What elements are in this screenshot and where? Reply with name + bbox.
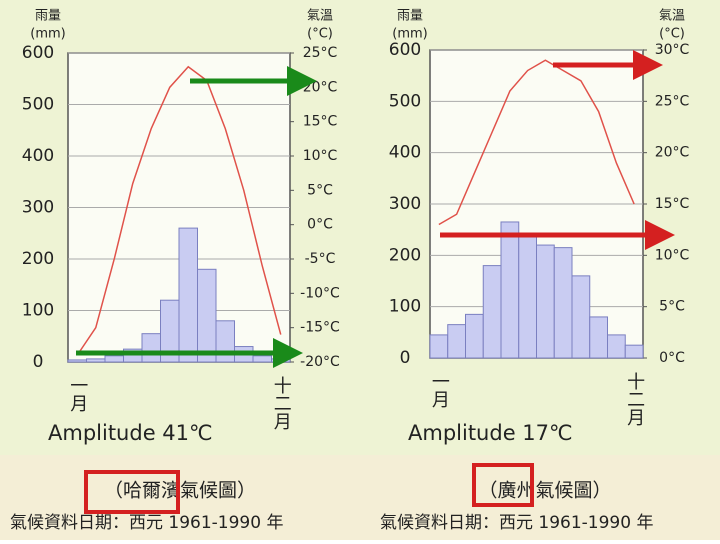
charts: 0 100 200 300 400 500 600 -20°C -15°C -10°C -5°C 0°… xyxy=(10,9,690,534)
y2-tick-label: -15°C xyxy=(300,320,340,336)
bar xyxy=(178,227,198,363)
y2-tick-label: 0°C xyxy=(659,350,685,366)
y-axis-title: (mm) xyxy=(392,27,427,42)
x-tick-label: 一月 xyxy=(67,376,88,412)
highlight-box xyxy=(84,470,180,514)
bar xyxy=(589,316,608,359)
x-tick-label: 一月 xyxy=(429,372,450,408)
y-tick-label: 200 xyxy=(389,245,421,265)
bar xyxy=(624,344,644,359)
chart: 0 100 200 300 400 500 600 -20°C -15°C -10°C -5°C 0°… xyxy=(10,9,340,534)
annotations xyxy=(76,50,675,514)
bar xyxy=(447,324,466,359)
y-tick-label: 500 xyxy=(22,95,54,115)
y2-axis-title: (°C) xyxy=(659,27,685,42)
y2-tick-label: 10°C xyxy=(303,148,338,164)
note: 氣候資料日期：西元 1961-1990 年 xyxy=(10,513,283,533)
bar xyxy=(271,358,291,363)
bar xyxy=(67,359,87,363)
y-axis-title: 雨量 xyxy=(35,9,61,24)
chart-title: （廣州氣候圖） xyxy=(478,480,611,502)
y-tick-label: 600 xyxy=(389,40,421,60)
y2-tick-label: 5°C xyxy=(307,182,333,198)
bar xyxy=(141,333,161,363)
y2-axis-title: 氣溫 xyxy=(659,9,685,24)
y-tick-label: 500 xyxy=(389,91,421,111)
y2-tick-label: 20°C xyxy=(655,145,690,161)
bar xyxy=(500,221,520,359)
annotation: Amplitude 17℃ xyxy=(408,421,573,445)
bar xyxy=(482,265,502,359)
y2-tick-label: 10°C xyxy=(655,247,690,263)
y2-tick-label: 15°C xyxy=(303,114,338,130)
x-tick-label: 十二月 xyxy=(271,376,292,430)
y-tick-label: 100 xyxy=(389,297,421,317)
y2-tick-label: 25°C xyxy=(655,93,690,109)
y2-tick-label: 30°C xyxy=(655,42,690,58)
y2-tick-label: 5°C xyxy=(659,299,685,315)
bar xyxy=(571,275,591,359)
y2-tick-label: -20°C xyxy=(300,354,340,370)
chart: 0 100 200 300 400 500 600 0°C 5°C 10°C 15°C 20°C 25°… xyxy=(380,9,690,534)
y2-tick-label: -5°C xyxy=(305,251,336,267)
y-axis-title: (mm) xyxy=(30,27,65,42)
y2-tick-label: -10°C xyxy=(300,285,340,301)
bar xyxy=(104,355,124,363)
highlight-box xyxy=(472,463,534,507)
bar xyxy=(465,313,484,359)
y-tick-label: 0 xyxy=(400,348,411,368)
annotation: Amplitude 41℃ xyxy=(48,421,213,445)
bar xyxy=(553,247,573,359)
y-axis-title: 雨量 xyxy=(397,9,423,24)
x-tick-label: 十二月 xyxy=(624,372,645,426)
y-tick-label: 600 xyxy=(22,43,54,63)
note: 氣候資料日期：西元 1961-1990 年 xyxy=(380,513,653,533)
y2-axis-title: (°C) xyxy=(307,27,333,42)
bar xyxy=(252,355,272,363)
bar xyxy=(215,320,235,363)
bar xyxy=(518,234,537,359)
bar xyxy=(197,268,217,363)
bar xyxy=(607,334,626,359)
line xyxy=(76,65,282,356)
bar xyxy=(536,244,555,359)
y-tick-label: 400 xyxy=(389,143,421,163)
background-bottom xyxy=(0,455,720,540)
y2-axis-title: 氣溫 xyxy=(307,9,333,24)
y2-tick-label: 15°C xyxy=(655,196,690,212)
y2-tick-label: 25°C xyxy=(303,45,338,61)
y-tick-label: 400 xyxy=(22,146,54,166)
y-tick-label: 100 xyxy=(22,301,54,321)
y-tick-label: 300 xyxy=(389,194,421,214)
y-tick-label: 200 xyxy=(22,249,54,269)
y-tick-label: 0 xyxy=(33,352,44,372)
y2-tick-label: 0°C xyxy=(307,217,333,233)
line xyxy=(438,59,635,226)
bar xyxy=(86,358,106,363)
y-tick-label: 300 xyxy=(22,198,54,218)
y2-tick-label: 20°C xyxy=(303,79,338,95)
bar xyxy=(429,334,449,359)
